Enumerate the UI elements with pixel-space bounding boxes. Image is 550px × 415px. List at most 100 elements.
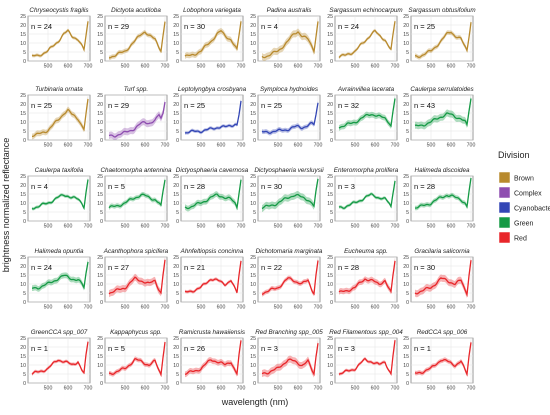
y-tick-label: 25: [327, 255, 333, 261]
y-tick-label: 25: [173, 93, 179, 99]
panel-title: Turf spp.: [124, 86, 148, 93]
y-tick-label: 10: [97, 201, 103, 207]
series-line: [414, 98, 472, 127]
y-tick-label: 20: [97, 102, 103, 108]
series-line: [32, 261, 89, 290]
x-tick-label: 700: [467, 386, 476, 392]
series-line: [261, 102, 319, 134]
panel-frame: [27, 94, 91, 141]
y-tick-label: 15: [173, 192, 179, 198]
y-tick-label: 20: [173, 102, 179, 108]
panel-title: Eucheuma spp.: [344, 248, 388, 255]
x-tick-label: 700: [237, 305, 246, 311]
facet-panel: Enteromorpha prolifera 0 5 10 15 20 25 500 600 70…: [327, 167, 399, 230]
y-tick-label: 0: [23, 381, 26, 387]
facet-panel: RedCCA spp_006 0 5 10 15 20 25 500 600 700 n = 1: [403, 329, 475, 392]
y-tick-label: 10: [20, 41, 26, 47]
y-tick-label: 25: [20, 174, 26, 180]
x-tick-label: 700: [161, 64, 170, 70]
y-tick-label: 5: [23, 129, 26, 135]
y-tick-label: 25: [20, 255, 26, 261]
y-tick-label: 20: [403, 102, 409, 108]
x-tick-label: 600: [217, 386, 226, 392]
y-tick-label: 15: [97, 32, 103, 38]
x-tick-label: 500: [351, 64, 360, 70]
y-tick-label: 15: [173, 354, 179, 360]
y-tick-label: 15: [250, 192, 256, 198]
series-line: [414, 22, 472, 59]
y-tick-label: 0: [330, 381, 333, 387]
series-ribbon: [339, 258, 395, 295]
x-tick-label: 600: [294, 143, 303, 149]
y-tick-label: 25: [97, 93, 103, 99]
x-tick-label: 600: [141, 143, 150, 149]
y-tick-label: 10: [20, 363, 26, 369]
facet-panel: Caulerpa taxifolia 0 5 10 15 20 25 500 600 700 n =…: [20, 167, 92, 230]
series-line: [338, 260, 396, 294]
sample-size-label: n = 27: [108, 263, 129, 272]
y-tick-label: 5: [23, 50, 26, 56]
y-tick-label: 0: [100, 381, 103, 387]
y-tick-label: 10: [97, 120, 103, 126]
sample-size-label: n = 24: [31, 22, 52, 31]
panel-title: Padina australis: [267, 7, 313, 14]
y-tick-label: 0: [176, 381, 179, 387]
panel-title: Sargassum obtusifolium: [408, 7, 475, 14]
x-tick-label: 600: [447, 224, 456, 230]
x-tick-label: 700: [314, 386, 323, 392]
y-tick-label: 10: [250, 201, 256, 207]
y-tick-label: 15: [97, 192, 103, 198]
sample-size-label: n = 5: [108, 344, 125, 353]
legend-label: Complex: [514, 191, 542, 198]
series-line: [261, 21, 319, 59]
x-tick-label: 500: [274, 143, 283, 149]
x-tick-label: 500: [274, 305, 283, 311]
facet-panel: Turf spp. 0 5 10 15 20 25 500 600 700 n = 29: [97, 86, 169, 149]
x-tick-label: 700: [314, 305, 323, 311]
y-tick-label: 5: [330, 129, 333, 135]
y-tick-label: 25: [97, 255, 103, 261]
x-tick-label: 500: [427, 386, 436, 392]
series-line: [109, 21, 166, 59]
y-tick-label: 5: [100, 210, 103, 216]
panel-title: Dictyosphaeria cavernosa: [176, 167, 249, 174]
facet-panel: Sargassum obtusifolium 0 5 10 15 20 25 500 600 70…: [403, 7, 475, 70]
y-tick-label: 5: [330, 50, 333, 56]
facet-panel: Halimeda opuntia 0 5 10 15 20 25 500 600 700 n = 2…: [20, 248, 92, 311]
x-tick-label: 500: [351, 305, 360, 311]
y-tick-label: 5: [176, 210, 179, 216]
y-tick-label: 0: [100, 138, 103, 144]
y-tick-label: 20: [20, 264, 26, 270]
x-tick-label: 700: [237, 64, 246, 70]
sample-size-label: n = 32: [338, 101, 359, 110]
y-tick-label: 20: [403, 23, 409, 29]
y-tick-label: 0: [406, 219, 409, 225]
series-line: [338, 98, 396, 129]
y-tick-label: 15: [403, 273, 409, 279]
sample-size-label: n = 30: [414, 263, 435, 272]
panel-frame: [180, 175, 244, 222]
panel-frame: [257, 337, 321, 384]
series-ribbon: [109, 177, 165, 210]
x-tick-label: 700: [237, 143, 246, 149]
y-tick-label: 15: [327, 354, 333, 360]
y-tick-label: 10: [173, 201, 179, 207]
y-tick-label: 20: [250, 23, 256, 29]
y-tick-label: 10: [20, 282, 26, 288]
panel-title: Chaetomorpha antennina: [100, 167, 172, 174]
y-tick-label: 0: [253, 381, 256, 387]
x-tick-label: 700: [314, 143, 323, 149]
y-tick-label: 20: [97, 264, 103, 270]
y-tick-label: 25: [173, 336, 179, 342]
y-tick-label: 20: [327, 345, 333, 351]
x-tick-label: 500: [44, 143, 53, 149]
panel-frame: [104, 256, 168, 303]
y-tick-label: 25: [20, 93, 26, 99]
panel-frame: [180, 94, 244, 141]
y-tick-label: 25: [97, 174, 103, 180]
y-tick-label: 25: [327, 93, 333, 99]
series-line: [184, 100, 242, 134]
x-tick-label: 700: [391, 224, 400, 230]
y-tick-label: 0: [330, 59, 333, 65]
x-tick-label: 600: [371, 305, 380, 311]
